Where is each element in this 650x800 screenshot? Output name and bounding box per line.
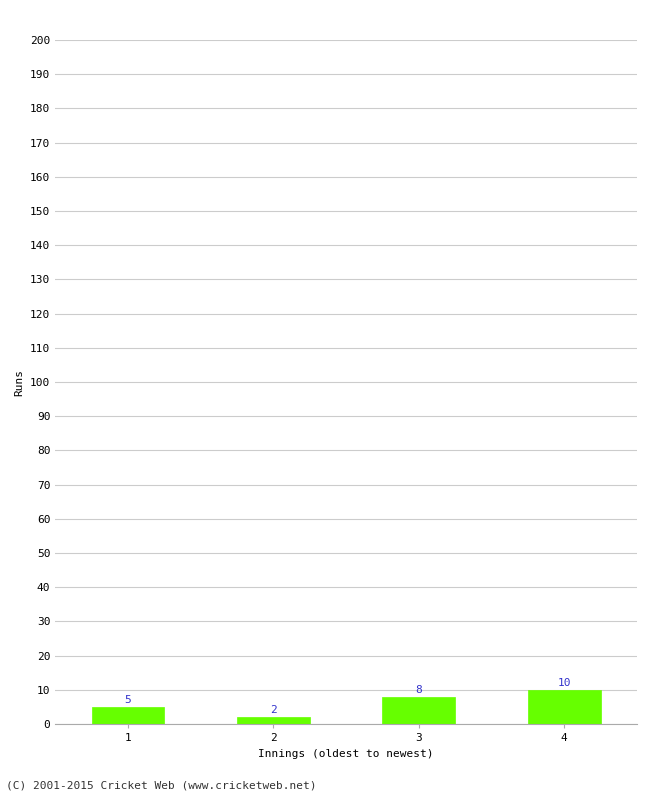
Text: 10: 10: [558, 678, 571, 688]
Bar: [92, 707, 164, 724]
Bar: [528, 690, 601, 724]
Text: 8: 8: [415, 685, 423, 695]
Bar: [382, 697, 455, 724]
Text: 5: 5: [125, 695, 131, 705]
Bar: [237, 717, 310, 724]
Y-axis label: Runs: Runs: [14, 369, 25, 395]
Text: 2: 2: [270, 706, 277, 715]
Text: (C) 2001-2015 Cricket Web (www.cricketweb.net): (C) 2001-2015 Cricket Web (www.cricketwe…: [6, 781, 317, 790]
X-axis label: Innings (oldest to newest): Innings (oldest to newest): [259, 749, 434, 758]
